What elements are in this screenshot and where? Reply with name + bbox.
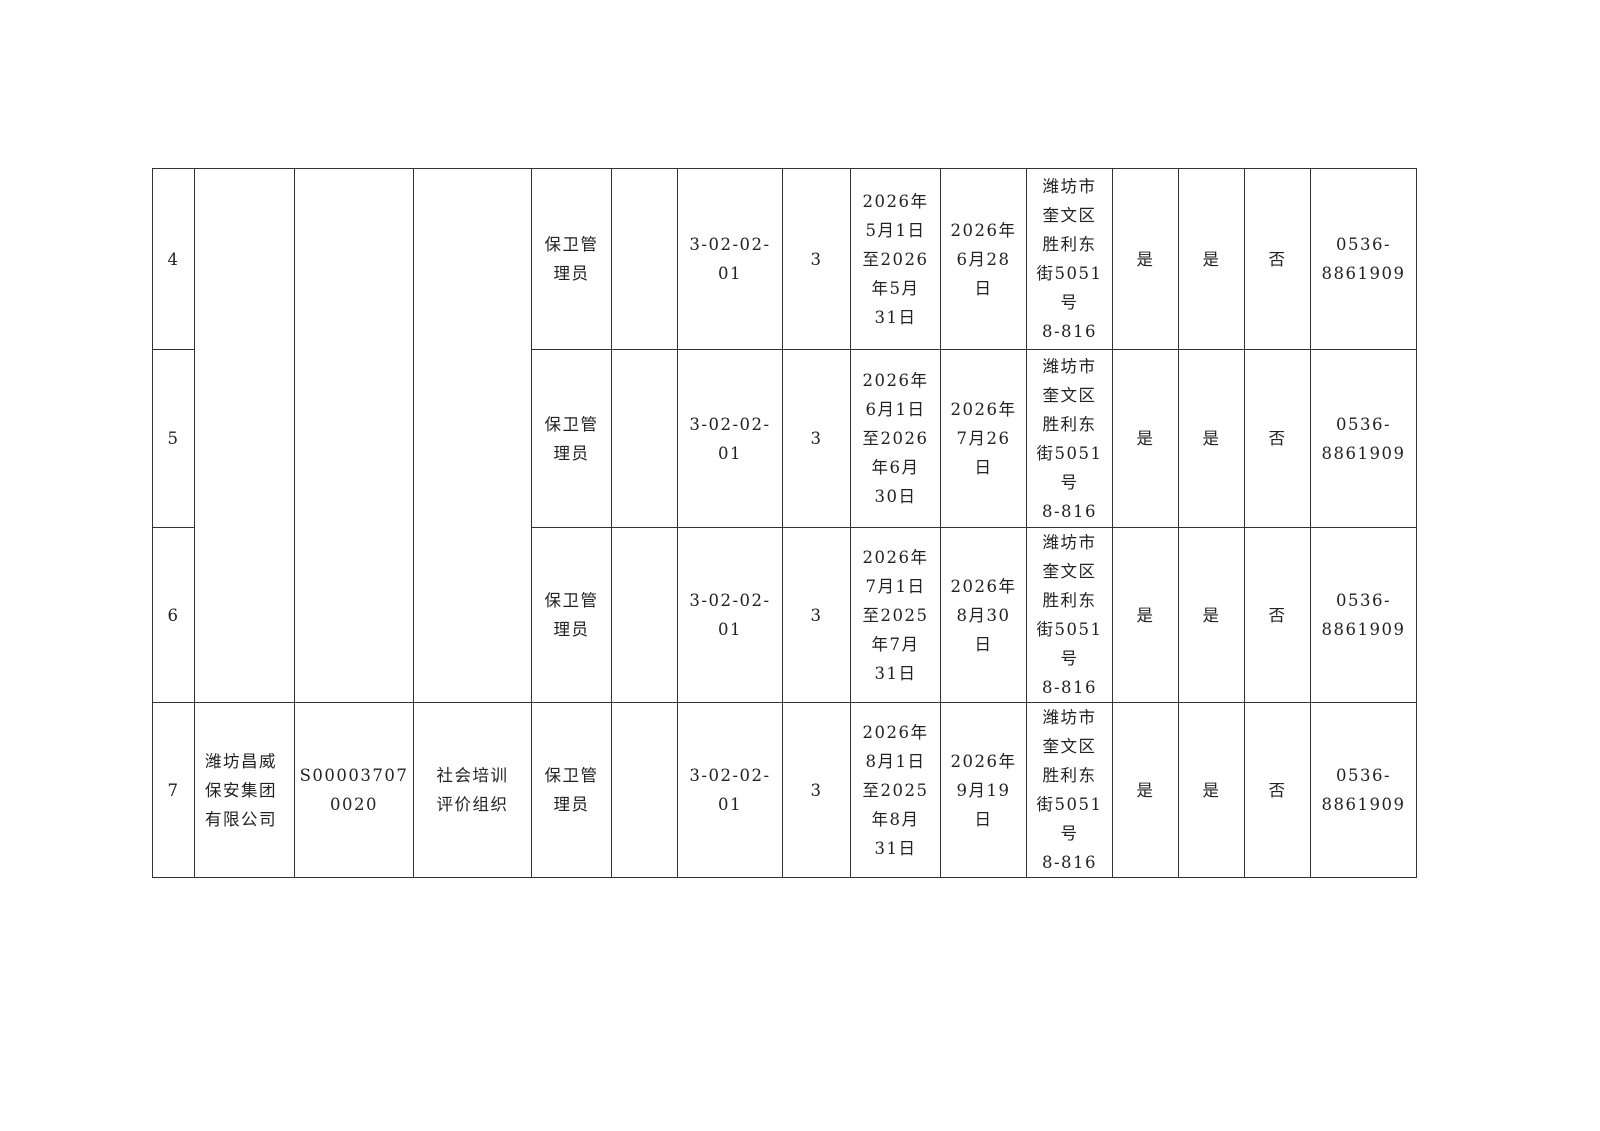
level: 3 (782, 702, 851, 878)
data-table: 4 保卫管 理员 3-02-02- 01 3 2026年 5月1日 至2026 … (152, 168, 1417, 878)
flag-2: 是 (1178, 702, 1245, 878)
exam-date: 2026年 9月19 日 (940, 702, 1027, 878)
occupation: 保卫管 理员 (531, 527, 612, 703)
organization-name: 潍坊昌威 保安集团 有限公司 (194, 702, 295, 878)
occupation-code: 3-02-02- 01 (677, 349, 783, 528)
address: 潍坊市 奎文区 胜利东 街5051 号 8-816 (1026, 702, 1113, 878)
train-period: 2026年 5月1日 至2026 年5月 31日 (850, 168, 941, 350)
organization-code: S00003707 0020 (294, 702, 414, 878)
level: 3 (782, 168, 851, 350)
exam-date: 2026年 7月26 日 (940, 349, 1027, 528)
merged-org-code-cell (294, 168, 414, 703)
phone: 0536- 8861909 (1310, 527, 1417, 703)
empty-cell (611, 168, 678, 350)
flag-2: 是 (1178, 168, 1245, 350)
flag-1: 是 (1112, 349, 1179, 528)
train-period: 2026年 7月1日 至2025 年7月 31日 (850, 527, 941, 703)
row-number: 6 (152, 527, 195, 703)
exam-date: 2026年 8月30 日 (940, 527, 1027, 703)
occupation-code: 3-02-02- 01 (677, 168, 783, 350)
exam-date: 2026年 6月28 日 (940, 168, 1027, 350)
table-row: 7 潍坊昌威 保安集团 有限公司 S00003707 0020 社会培训 评价组… (152, 702, 1417, 878)
empty-cell (611, 349, 678, 528)
train-period: 2026年 8月1日 至2025 年8月 31日 (850, 702, 941, 878)
flag-1: 是 (1112, 168, 1179, 350)
address: 潍坊市 奎文区 胜利东 街5051 号 8-816 (1026, 168, 1113, 350)
organization-type: 社会培训 评价组织 (413, 702, 532, 878)
level: 3 (782, 349, 851, 528)
train-period: 2026年 6月1日 至2026 年6月 30日 (850, 349, 941, 528)
phone: 0536- 8861909 (1310, 168, 1417, 350)
row-number: 7 (152, 702, 195, 878)
table-row: 5 保卫管 理员 3-02-02- 01 3 2026年 6月1日 至2026 … (152, 349, 1417, 528)
merged-org-cell (194, 168, 295, 703)
occupation-code: 3-02-02- 01 (677, 527, 783, 703)
occupation: 保卫管 理员 (531, 349, 612, 528)
flag-3: 否 (1244, 527, 1311, 703)
table-row: 6 保卫管 理员 3-02-02- 01 3 2026年 7月1日 至2025 … (152, 527, 1417, 703)
address: 潍坊市 奎文区 胜利东 街5051 号 8-816 (1026, 527, 1113, 703)
flag-1: 是 (1112, 702, 1179, 878)
row-number: 4 (152, 168, 195, 350)
phone: 0536- 8861909 (1310, 349, 1417, 528)
row-number: 5 (152, 349, 195, 528)
occupation-code: 3-02-02- 01 (677, 702, 783, 878)
flag-3: 否 (1244, 349, 1311, 528)
flag-3: 否 (1244, 168, 1311, 350)
occupation: 保卫管 理员 (531, 168, 612, 350)
table-row: 4 保卫管 理员 3-02-02- 01 3 2026年 5月1日 至2026 … (152, 168, 1417, 703)
empty-cell (611, 527, 678, 703)
phone: 0536- 8861909 (1310, 702, 1417, 878)
level: 3 (782, 527, 851, 703)
flag-2: 是 (1178, 527, 1245, 703)
flag-1: 是 (1112, 527, 1179, 703)
occupation: 保卫管 理员 (531, 702, 612, 878)
address: 潍坊市 奎文区 胜利东 街5051 号 8-816 (1026, 349, 1113, 528)
flag-2: 是 (1178, 349, 1245, 528)
flag-3: 否 (1244, 702, 1311, 878)
merged-org-type-cell (413, 168, 532, 703)
empty-cell (611, 702, 678, 878)
